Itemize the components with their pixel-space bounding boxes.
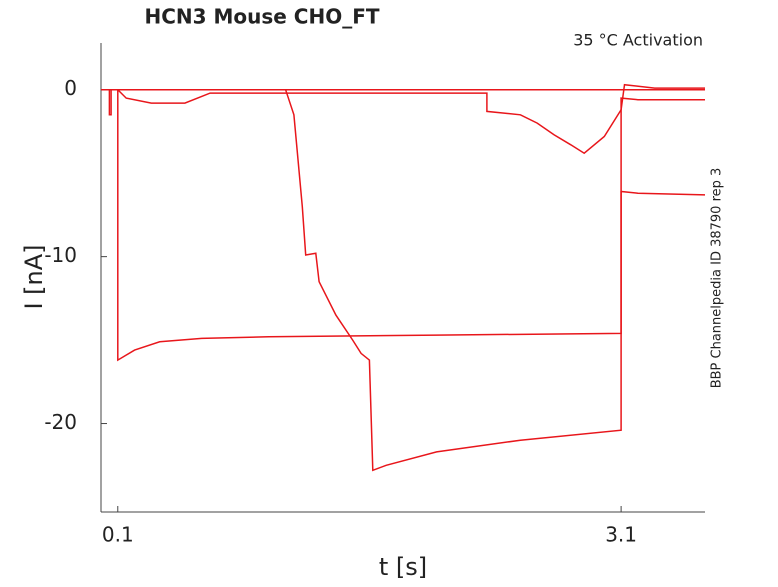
trace (101, 88, 706, 472)
trace (101, 83, 705, 155)
x-tick-label: 3.1 (605, 523, 637, 547)
chart-title: HCN3 Mouse CHO_FT (144, 5, 379, 29)
y-tick-label: 0 (64, 76, 77, 100)
y-axis-label: I [nA] (20, 244, 48, 309)
side-note: BBP Channelpedia ID 38790 rep 3 (710, 168, 725, 389)
x-tick-label: 0.1 (102, 523, 134, 547)
annotation: 35 °C Activation (573, 31, 703, 50)
x-axis-label: t [s] (379, 553, 427, 581)
trace (101, 88, 705, 362)
y-tick-label: -20 (44, 410, 77, 434)
y-tick-label: -10 (44, 243, 77, 267)
trace (101, 88, 705, 116)
